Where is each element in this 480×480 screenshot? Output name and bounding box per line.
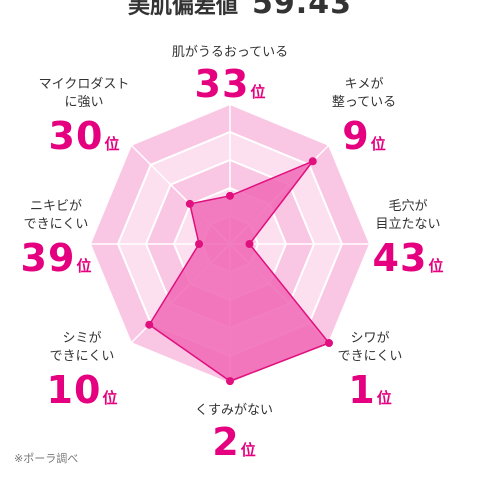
score-header: 美肌偏差値 59.43 <box>0 0 480 21</box>
rank-label-2: 9位 <box>304 116 424 164</box>
rank-label-8: 30位 <box>24 116 144 164</box>
rank-value: 30 <box>48 114 104 158</box>
axis-label-line: くすみがない <box>194 403 273 418</box>
rank-label-1: 33位 <box>170 64 290 112</box>
axis-label-1: 肌がうるおっている <box>160 44 300 62</box>
axis-label-5: くすみがない <box>164 402 304 420</box>
axis-label-4: シワが できにくい <box>300 330 440 366</box>
data-point-3 <box>245 240 254 248</box>
rank-unit: 位 <box>104 135 120 153</box>
rank-unit: 位 <box>240 441 256 459</box>
axis-label-line: できにくい <box>23 217 89 232</box>
axis-label-6: シミが できにくい <box>12 330 152 366</box>
rank-value: 39 <box>20 236 76 280</box>
axis-label-line: 毛穴が <box>388 199 428 214</box>
rank-value: 1 <box>348 368 376 412</box>
axis-label-line: マイクロダスト <box>38 77 130 92</box>
rank-unit: 位 <box>370 135 386 153</box>
data-point-5 <box>226 377 234 386</box>
rank-unit: 位 <box>428 257 444 275</box>
rank-label-6: 10位 <box>22 370 142 418</box>
data-point-2 <box>308 157 317 166</box>
axis-label-7: ニキビが できにくい <box>0 198 126 234</box>
rank-label-3: 43位 <box>348 238 468 286</box>
axis-label-line: 肌がうるおっている <box>171 45 289 60</box>
footnote: ※ポーラ調べ <box>14 452 79 465</box>
data-point-4 <box>324 338 333 347</box>
data-point-1 <box>226 191 234 200</box>
axis-label-line: に強い <box>64 95 104 110</box>
rank-value: 43 <box>372 236 428 280</box>
axis-label-line: できにくい <box>49 349 115 364</box>
data-point-8 <box>185 199 194 208</box>
rank-unit: 位 <box>76 257 92 275</box>
data-point-6 <box>145 320 154 329</box>
axis-label-line: キメが <box>344 77 384 92</box>
rank-unit: 位 <box>102 389 118 407</box>
rank-value: 33 <box>194 62 250 106</box>
axis-label-line: ニキビが <box>29 199 82 214</box>
rank-unit: 位 <box>376 389 392 407</box>
axis-label-line: 目立たない <box>375 217 441 232</box>
rank-unit: 位 <box>250 83 266 101</box>
rank-label-4: 1位 <box>310 370 430 418</box>
axis-label-2: キメが 整っている <box>294 76 434 112</box>
axis-label-3: 毛穴が 目立たない <box>338 198 478 234</box>
data-point-7 <box>195 240 204 248</box>
rank-value: 9 <box>342 114 370 158</box>
axis-label-line: シワが <box>350 331 390 346</box>
axis-label-8: マイクロダスト に強い <box>14 76 154 112</box>
rank-label-7: 39位 <box>0 238 116 286</box>
rank-value: 10 <box>46 368 102 412</box>
axis-label-line: シミが <box>62 331 102 346</box>
axis-label-line: できにくい <box>337 349 403 364</box>
score-label: 美肌偏差値 <box>128 0 239 19</box>
axis-label-line: 整っている <box>331 95 397 110</box>
rank-label-5: 2位 <box>174 422 294 470</box>
rank-value: 2 <box>212 420 240 464</box>
score-value: 59.43 <box>252 0 352 21</box>
